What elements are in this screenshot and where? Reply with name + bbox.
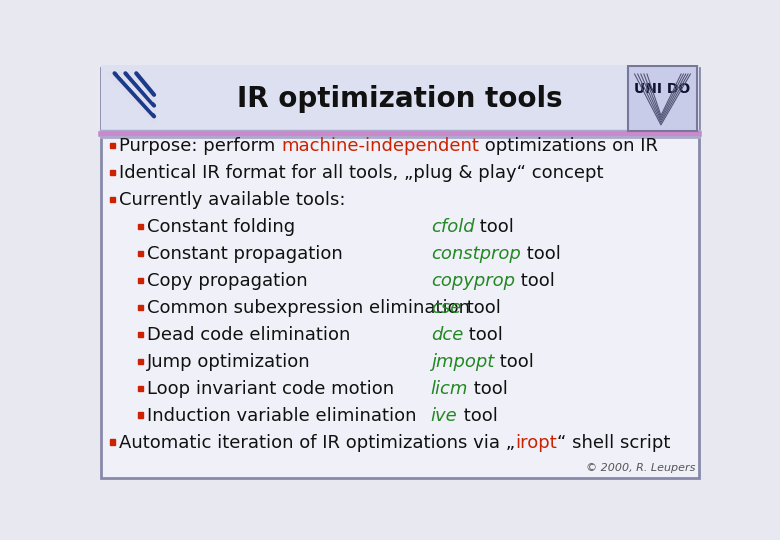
Text: UNI DO: UNI DO (634, 82, 690, 96)
Bar (138, 278, 144, 283)
Text: iropt: iropt (516, 434, 557, 452)
Text: Jump optimization: Jump optimization (147, 353, 310, 371)
Text: tool: tool (468, 380, 508, 398)
Text: Currently available tools:: Currently available tools: (119, 191, 346, 210)
Text: Induction variable elimination: Induction variable elimination (147, 407, 417, 425)
Bar (110, 440, 115, 445)
Text: tool: tool (458, 407, 498, 425)
Text: Copy propagation: Copy propagation (147, 272, 308, 290)
Bar (138, 305, 144, 310)
Text: machine-independent: machine-independent (282, 137, 479, 156)
Text: optimizations on IR: optimizations on IR (479, 137, 658, 156)
Text: © 2000, R. Leupers: © 2000, R. Leupers (587, 463, 696, 473)
Bar (138, 251, 144, 256)
Text: Purpose: perform: Purpose: perform (119, 137, 282, 156)
Bar (110, 197, 115, 202)
Text: Automatic iteration of IR optimizations via „: Automatic iteration of IR optimizations … (119, 434, 516, 452)
Text: Loop invariant code motion: Loop invariant code motion (147, 380, 394, 398)
Text: Constant folding: Constant folding (147, 218, 295, 237)
Text: tool: tool (474, 218, 514, 237)
Bar (138, 359, 144, 364)
Text: tool: tool (520, 245, 560, 263)
Bar (138, 413, 144, 418)
Bar (138, 386, 144, 391)
Bar (629, 66, 697, 131)
Text: jmpopt: jmpopt (431, 353, 494, 371)
Text: tool: tool (515, 272, 555, 290)
Text: constprop: constprop (431, 245, 520, 263)
Text: licm: licm (431, 380, 468, 398)
Text: Identical IR format for all tools, „plug & play“ concept: Identical IR format for all tools, „plug… (119, 164, 604, 183)
Bar (138, 332, 144, 337)
Text: Constant propagation: Constant propagation (147, 245, 343, 263)
Text: cfold: cfold (431, 218, 474, 237)
Bar (101, 65, 699, 132)
Text: dce: dce (431, 326, 463, 344)
Text: cse: cse (431, 299, 461, 317)
Text: tool: tool (463, 326, 503, 344)
Text: copyprop: copyprop (431, 272, 515, 290)
Bar (105, 70, 158, 128)
Text: IR optimization tools: IR optimization tools (237, 85, 562, 113)
Text: tool: tool (461, 299, 501, 317)
Text: Dead code elimination: Dead code elimination (147, 326, 350, 344)
Bar (110, 143, 115, 148)
Text: tool: tool (494, 353, 534, 371)
Bar (138, 224, 144, 229)
Bar (110, 170, 115, 176)
Text: “ shell script: “ shell script (557, 434, 671, 452)
Text: Common subexpression elimination: Common subexpression elimination (147, 299, 470, 317)
Text: ive: ive (431, 407, 458, 425)
